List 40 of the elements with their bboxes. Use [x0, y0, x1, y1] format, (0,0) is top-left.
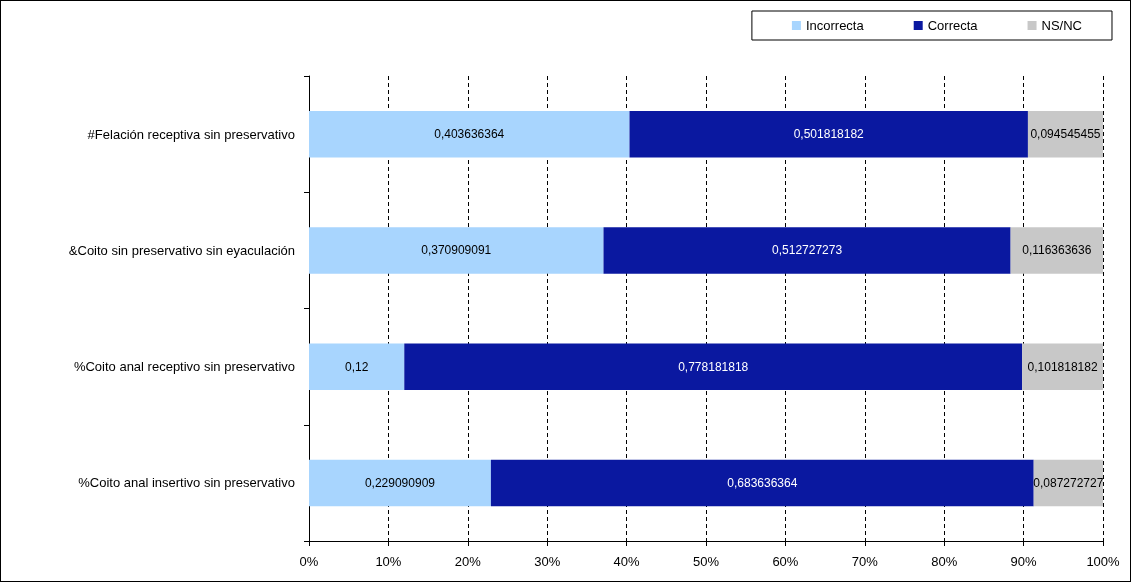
data-label: 0,403636364 — [434, 127, 505, 142]
data-label: 0,501818182 — [793, 127, 865, 142]
y-tick-label: #Felación receptiva sin preservativo — [87, 126, 295, 142]
data-label: 0,101818182 — [1027, 359, 1098, 374]
data-label: 0,094545455 — [1030, 127, 1101, 142]
bar — [309, 343, 405, 390]
legend-label: Incorrecta — [805, 18, 865, 33]
legend-label: NS/NC — [1041, 18, 1083, 33]
y-tick-label: &Coito sin preservativo sin eyaculación — [68, 242, 295, 258]
bar — [1022, 343, 1103, 390]
x-tick-label: 70% — [851, 554, 879, 569]
data-label: 0,12 — [344, 359, 369, 374]
x-tick-label: 60% — [772, 554, 799, 569]
data-label: 0,229090909 — [364, 475, 436, 490]
data-label: 0,512727273 — [772, 243, 843, 258]
x-tick-label: 80% — [931, 554, 958, 569]
data-label: 0,116363636 — [1022, 243, 1092, 258]
bar — [603, 227, 1011, 274]
x-tick-label: 100% — [1086, 554, 1121, 569]
bar — [309, 459, 491, 507]
x-tick-label: 90% — [1010, 554, 1038, 569]
bar — [309, 110, 630, 158]
data-label: 0,683636364 — [727, 475, 798, 490]
data-label: 0,778181818 — [678, 359, 749, 374]
data-label: 0,370909091 — [421, 243, 492, 258]
x-tick-label: 10% — [375, 554, 402, 569]
x-tick-label: 50% — [692, 554, 720, 569]
bar — [490, 459, 1034, 507]
data-label: 0,087272727 — [1033, 475, 1104, 490]
bar — [629, 110, 1028, 158]
bar — [1010, 227, 1103, 274]
y-tick-label: %Coito anal receptivo sin preservativo — [73, 359, 295, 375]
legend-label: Correcta — [927, 18, 979, 33]
bar — [404, 343, 1023, 390]
x-tick-label: 20% — [454, 554, 482, 569]
x-tick-label: 0% — [299, 554, 319, 569]
x-tick-label: 40% — [613, 554, 641, 569]
bar — [309, 227, 604, 274]
x-tick-label: 30% — [534, 554, 561, 569]
y-tick-label: %Coito anal insertivo sin preservativo — [78, 475, 295, 491]
